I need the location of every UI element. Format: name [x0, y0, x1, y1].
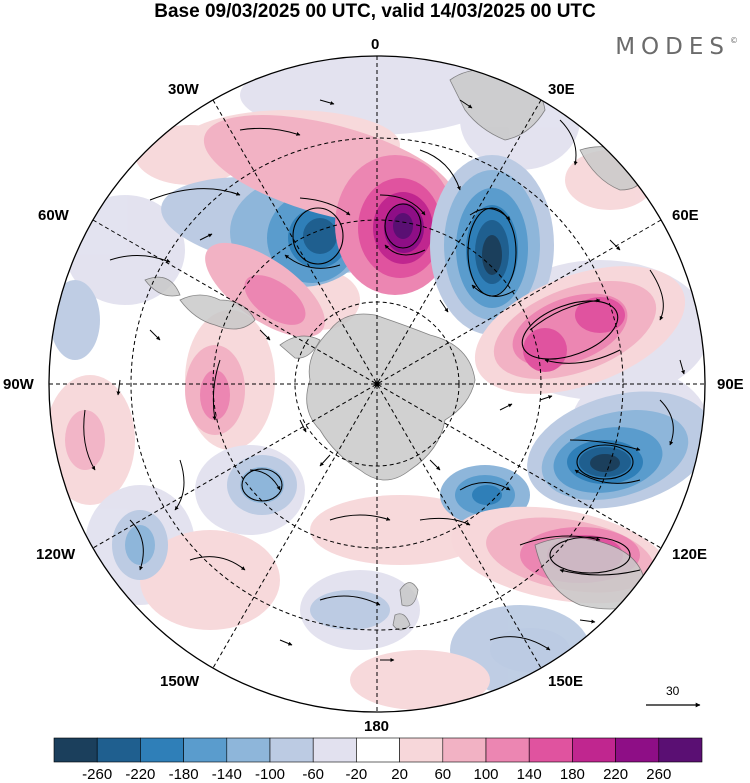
- logo-mark: ©: [730, 36, 738, 45]
- colorbar-tick-label: 100: [473, 766, 499, 783]
- colorbar: [53, 737, 703, 763]
- negative-anomaly-pacific: [112, 455, 570, 672]
- colorbar-tick-label: 60: [434, 766, 452, 783]
- modes-logo: MODES©: [615, 34, 738, 60]
- map-border: [48, 55, 706, 713]
- lon-label-60w: 60W: [38, 207, 69, 224]
- positive-anomaly-60e: [474, 266, 686, 394]
- negative-anomaly-90e: [527, 391, 705, 509]
- colorbar-swatch: [615, 737, 660, 763]
- lon-label-60e: 60E: [672, 207, 699, 224]
- colorbar-swatch: [399, 737, 444, 763]
- colorbar-tick-label: 220: [603, 766, 629, 783]
- colorbar-swatch: [442, 737, 487, 763]
- colorbar-swatch: [528, 737, 573, 763]
- colorbar-tick-label: -20: [345, 766, 368, 783]
- colorbar-swatch: [572, 737, 616, 763]
- lon-label-150e: 150E: [548, 673, 584, 690]
- lon-label-120e: 120E: [672, 546, 708, 563]
- lon-label-90w: 90W: [3, 376, 34, 393]
- colorbar-tick-label: 20: [391, 766, 408, 783]
- colorbar-tick-label: -140: [211, 766, 242, 783]
- colorbar-tick-label: -100: [254, 766, 286, 783]
- lon-label-0: 0: [371, 36, 380, 53]
- colorbar-tick-label: -60: [302, 766, 325, 783]
- colorbar-swatch: [312, 737, 357, 763]
- colorbar-swatch: [356, 737, 400, 763]
- lon-label-30w: 30W: [168, 81, 199, 98]
- colorbar-tick-label: -180: [168, 766, 199, 783]
- colorbar-tick-label: -220: [125, 766, 156, 783]
- reference-vector-label: 30: [666, 684, 680, 698]
- logo-text: MODES: [615, 34, 730, 60]
- colorbar-tick-label: 260: [646, 766, 672, 783]
- map-title: Base 09/03/2025 00 UTC, valid 14/03/2025…: [154, 1, 596, 22]
- colorbar-tick-label: 180: [559, 766, 585, 783]
- colorbar-swatch: [96, 737, 141, 763]
- lon-label-120w: 120W: [36, 546, 76, 563]
- lon-label-90e: 90E: [717, 376, 744, 393]
- lon-label-180: 180: [364, 718, 390, 735]
- lon-label-30e: 30E: [548, 81, 575, 98]
- wind-vectors: [83, 99, 685, 662]
- map-disk: [49, 56, 705, 712]
- colorbar-swatch: [140, 737, 184, 763]
- colorbar-swatch: [658, 737, 703, 763]
- positive-anomaly-greenwich: [203, 115, 457, 295]
- colorbar-swatch: [269, 737, 314, 763]
- south-pole-marker: [374, 381, 380, 387]
- colorbar-swatch: [226, 737, 271, 763]
- colorbar-swatch: [183, 737, 228, 763]
- lon-label-150w: 150W: [160, 673, 200, 690]
- colorbar-tick-label: -260: [82, 766, 113, 783]
- colorbar-swatch: [485, 737, 530, 763]
- colorbar-tick-label: 140: [516, 766, 542, 783]
- colorbar-swatch: [53, 737, 98, 763]
- positive-anomaly-60w: [185, 242, 325, 435]
